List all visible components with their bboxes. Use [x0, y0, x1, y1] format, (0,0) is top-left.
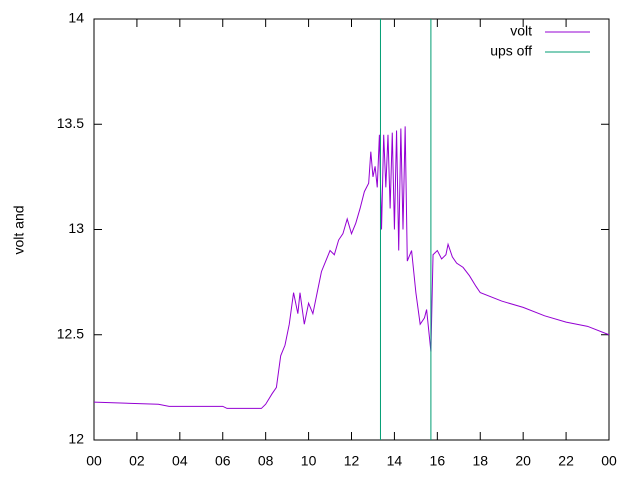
legend-label: volt — [510, 23, 532, 39]
x-tick-label: 04 — [172, 453, 188, 469]
x-tick-label: 22 — [558, 453, 574, 469]
x-tick-label: 14 — [387, 453, 403, 469]
x-tick-label: 12 — [344, 453, 360, 469]
x-tick-label: 06 — [215, 453, 231, 469]
x-tick-label: 02 — [129, 453, 145, 469]
x-tick-label: 18 — [472, 453, 488, 469]
x-tick-label: 08 — [258, 453, 274, 469]
x-tick-label: 16 — [430, 453, 446, 469]
plot-frame — [93, 18, 610, 441]
y-tick-label: 13 — [68, 220, 84, 236]
x-tick-label: 10 — [301, 453, 317, 469]
series-line — [93, 126, 610, 409]
y-tick-label: 13.5 — [57, 115, 84, 131]
y-axis-label: volt and — [11, 205, 27, 254]
y-tick-label: 14 — [68, 10, 84, 26]
legend-label: ups off — [490, 43, 532, 59]
y-tick-label: 12 — [68, 431, 84, 447]
y-tick-label: 12.5 — [57, 325, 84, 341]
x-tick-label: 20 — [515, 453, 531, 469]
series-line — [379, 19, 432, 440]
x-tick-label: 00 — [86, 453, 102, 469]
x-tick-label: 00 — [601, 453, 617, 469]
